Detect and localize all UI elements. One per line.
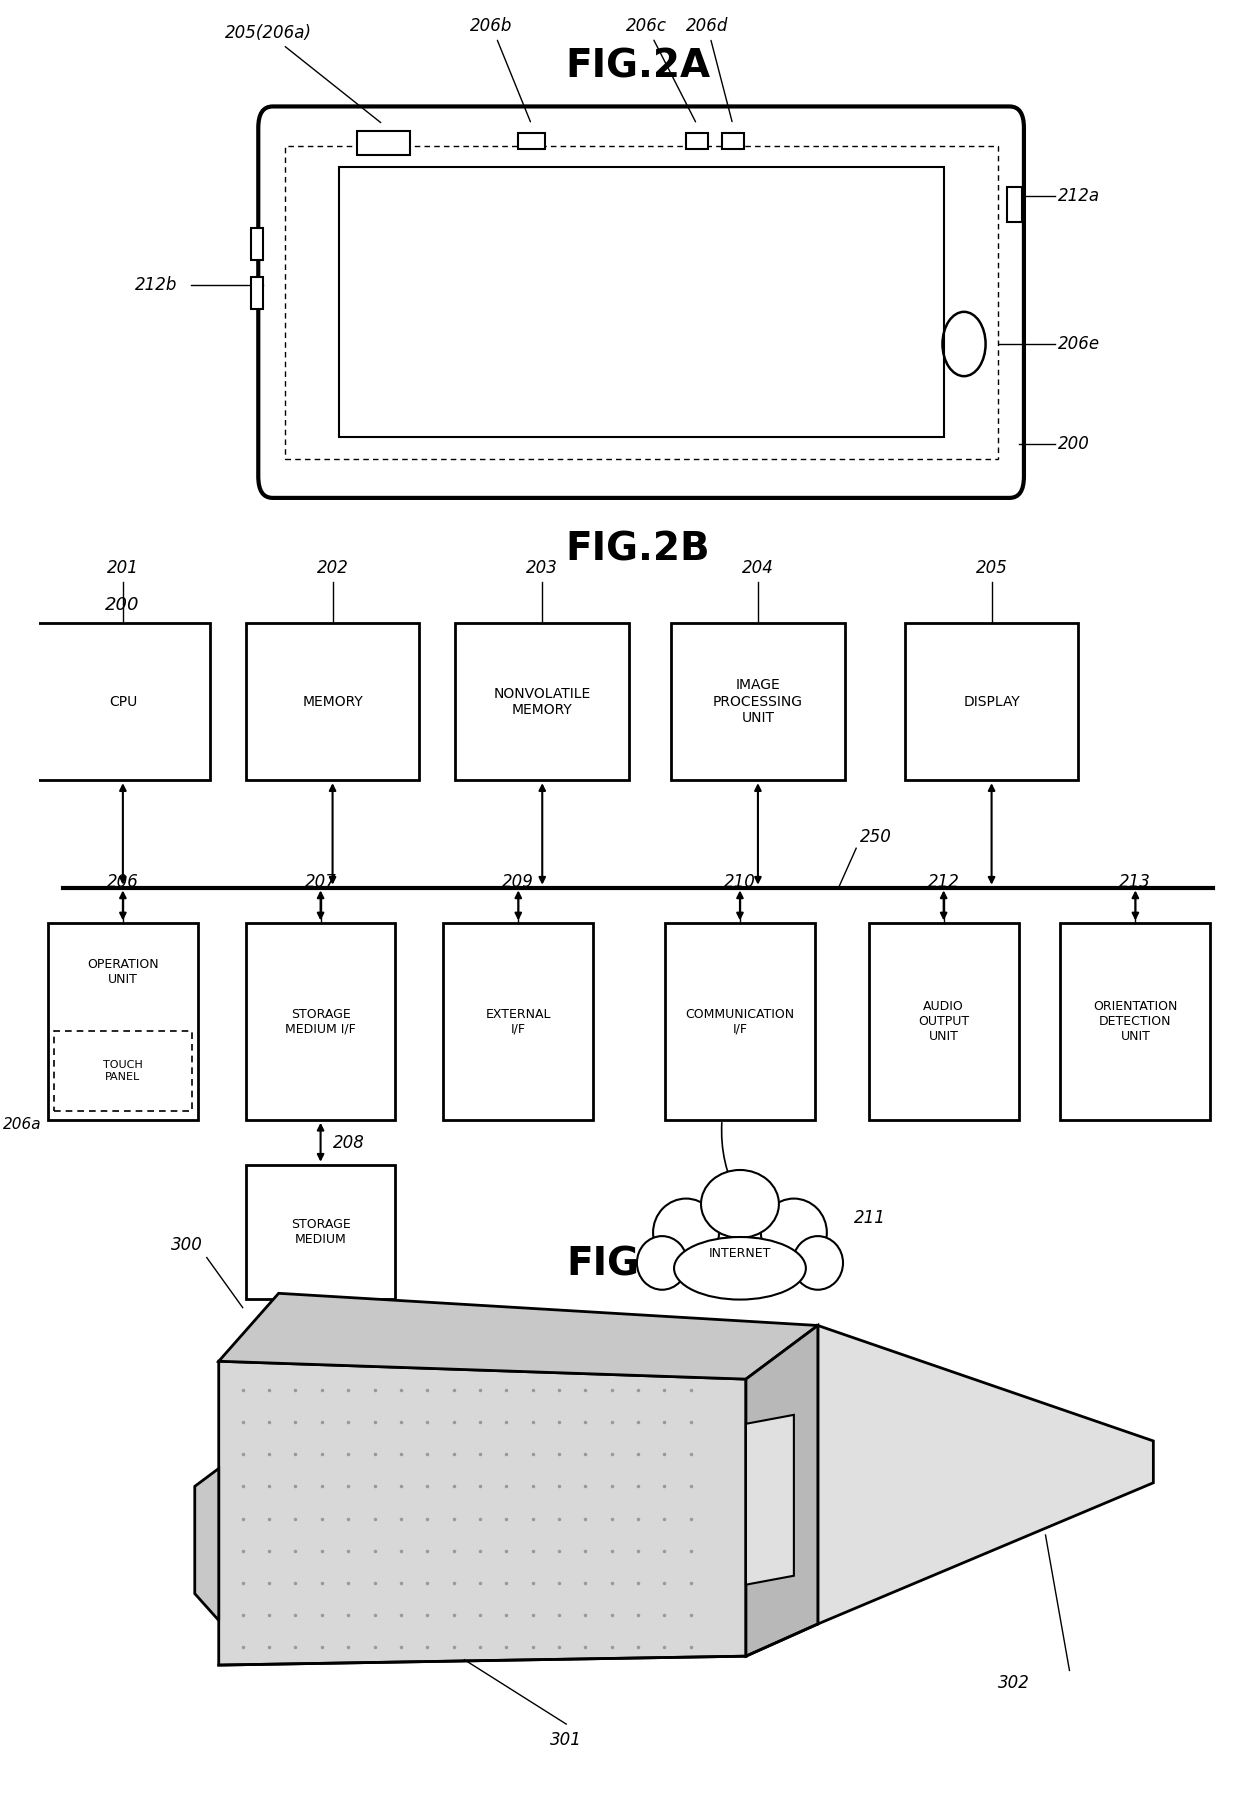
FancyBboxPatch shape [1007,186,1022,222]
Ellipse shape [653,1198,719,1266]
Text: FIG.2C: FIG.2C [567,1244,709,1284]
Text: NONVOLATILE
MEMORY: NONVOLATILE MEMORY [494,687,591,717]
FancyBboxPatch shape [518,133,544,149]
FancyBboxPatch shape [455,622,629,780]
Text: INTERNET: INTERNET [709,1248,771,1260]
Polygon shape [195,1468,218,1621]
Text: 204: 204 [742,559,774,577]
FancyBboxPatch shape [357,131,410,154]
Text: STORAGE
MEDIUM: STORAGE MEDIUM [290,1217,351,1246]
Text: 210: 210 [724,873,756,891]
Ellipse shape [761,1198,827,1266]
Text: 208: 208 [332,1135,365,1153]
Text: 203: 203 [526,559,558,577]
Text: MEMORY: MEMORY [303,694,363,708]
Text: 212b: 212b [135,276,177,294]
Text: 212a: 212a [1058,186,1100,204]
Polygon shape [746,1325,818,1657]
Text: 206b: 206b [470,16,531,122]
Text: 211: 211 [854,1208,885,1226]
FancyBboxPatch shape [55,1031,192,1112]
FancyBboxPatch shape [246,923,396,1121]
FancyBboxPatch shape [250,276,263,308]
Text: OPERATION
UNIT: OPERATION UNIT [87,959,159,986]
FancyBboxPatch shape [869,923,1018,1121]
FancyBboxPatch shape [246,622,419,780]
Text: 205(206a): 205(206a) [224,23,381,122]
Polygon shape [218,1361,746,1666]
Text: 200: 200 [105,597,139,615]
Text: IMAGE
PROCESSING
UNIT: IMAGE PROCESSING UNIT [713,678,804,724]
FancyBboxPatch shape [686,133,708,149]
FancyBboxPatch shape [671,622,844,780]
Text: AUDIO
OUTPUT
UNIT: AUDIO OUTPUT UNIT [918,1000,970,1044]
Text: 206c: 206c [626,16,696,122]
Text: TOUCH
PANEL: TOUCH PANEL [103,1060,143,1081]
Text: 301: 301 [551,1732,582,1750]
FancyBboxPatch shape [48,923,197,1121]
Text: 201: 201 [107,559,139,577]
Ellipse shape [675,1237,806,1300]
Text: DISPLAY: DISPLAY [963,694,1021,708]
Text: 200: 200 [1058,436,1090,454]
Polygon shape [746,1415,794,1585]
Ellipse shape [701,1171,779,1237]
Text: 302: 302 [997,1675,1029,1693]
Text: 205: 205 [976,559,1008,577]
Text: 206: 206 [107,873,139,891]
FancyBboxPatch shape [905,622,1079,780]
Ellipse shape [792,1235,843,1289]
Text: 206a: 206a [4,1117,42,1131]
Ellipse shape [637,1235,687,1289]
FancyBboxPatch shape [36,622,210,780]
Text: 202: 202 [316,559,348,577]
FancyBboxPatch shape [250,228,263,260]
Polygon shape [218,1293,818,1379]
Text: 206e: 206e [1058,335,1100,353]
Text: STORAGE
MEDIUM I/F: STORAGE MEDIUM I/F [285,1008,356,1036]
Polygon shape [818,1325,1153,1624]
Text: FIG.2A: FIG.2A [565,47,711,86]
Text: 213: 213 [1120,873,1151,891]
Text: CPU: CPU [109,694,136,708]
Text: 250: 250 [859,828,892,846]
Text: FIG.2B: FIG.2B [565,531,711,568]
FancyBboxPatch shape [258,106,1024,498]
FancyBboxPatch shape [246,1165,396,1298]
FancyBboxPatch shape [444,923,593,1121]
Text: 300: 300 [171,1235,202,1253]
Text: 207: 207 [305,873,336,891]
Text: 209: 209 [502,873,534,891]
Text: EXTERNAL
I/F: EXTERNAL I/F [486,1008,551,1036]
Text: 206d: 206d [686,16,732,122]
FancyBboxPatch shape [285,145,997,459]
FancyBboxPatch shape [665,923,815,1121]
FancyBboxPatch shape [339,167,944,437]
Text: COMMUNICATION
I/F: COMMUNICATION I/F [686,1008,795,1036]
FancyBboxPatch shape [1060,923,1210,1121]
Text: 212: 212 [928,873,960,891]
Text: ORIENTATION
DETECTION
UNIT: ORIENTATION DETECTION UNIT [1094,1000,1178,1044]
FancyBboxPatch shape [722,133,744,149]
